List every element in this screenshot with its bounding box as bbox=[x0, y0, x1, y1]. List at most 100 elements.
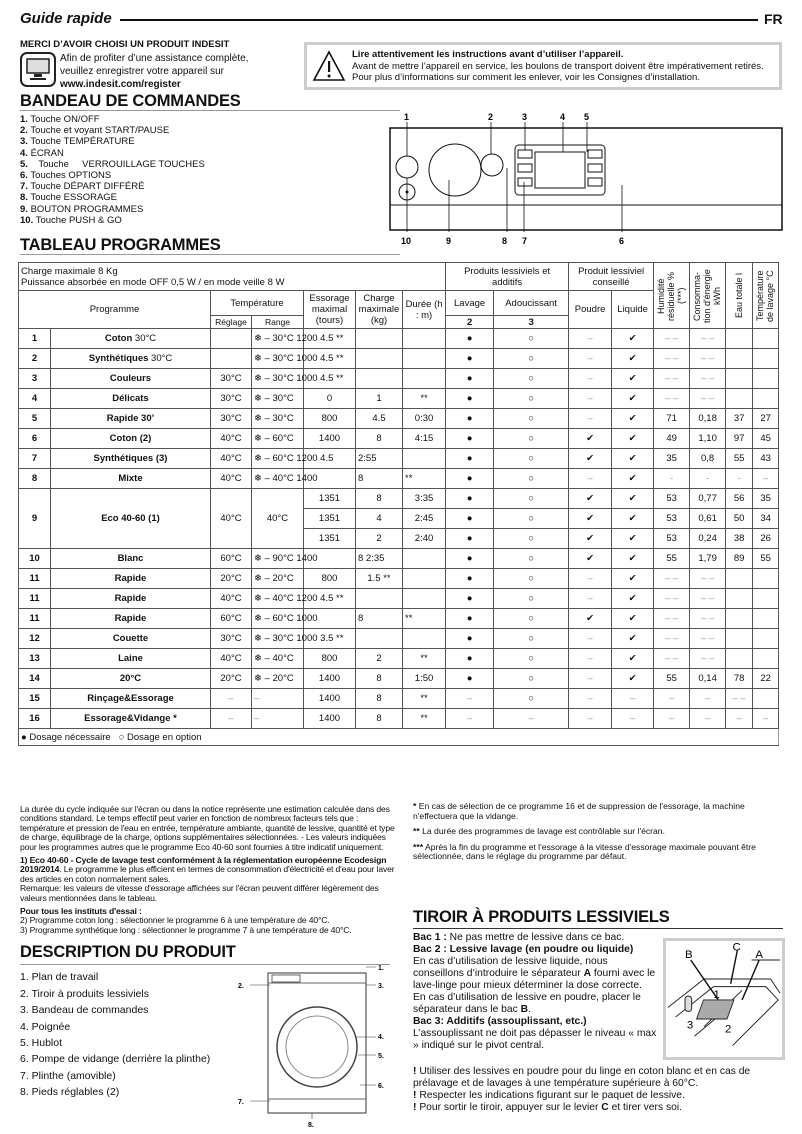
cell-conso: 0,77 bbox=[689, 488, 727, 509]
header-range: Range bbox=[251, 315, 304, 329]
item-label: Touche DÉPART DIFFÉRÉ bbox=[30, 181, 145, 193]
machine-label-8: 8. bbox=[308, 1122, 314, 1129]
tiroir-warning: Pour sortir le tiroir, appuyer sur le le… bbox=[419, 1102, 602, 1113]
cell-liquide: ✔ bbox=[611, 448, 655, 469]
program-number: 13 bbox=[18, 648, 51, 669]
item-number: 5. bbox=[20, 158, 28, 170]
cell-conso: - bbox=[689, 468, 727, 489]
temp-reglage bbox=[210, 348, 252, 369]
cell-adouc: ○ bbox=[493, 348, 570, 369]
cell-hum: – – bbox=[653, 628, 691, 649]
footnote-mark: * bbox=[413, 801, 417, 811]
cell-liquide: ✔ bbox=[611, 408, 655, 429]
program-number: 1 bbox=[18, 328, 51, 349]
program-name: Rapide bbox=[50, 568, 211, 589]
bandeau-item: 3. Touche TEMPÉRATURE bbox=[20, 136, 205, 147]
cell-liquide: ✔ bbox=[611, 668, 655, 689]
program-name: Blanc bbox=[50, 548, 211, 569]
cell-eau bbox=[725, 348, 754, 369]
program-name: Synthétiques 30°C bbox=[50, 348, 211, 369]
cell-liquide: ✔ bbox=[611, 468, 655, 489]
cell-poudre: ✔ bbox=[568, 448, 613, 469]
cell-liquide: ✔ bbox=[611, 508, 655, 529]
cell-adouc: ○ bbox=[493, 648, 570, 669]
cell-hum: – – bbox=[653, 368, 691, 389]
cell-hum: 55 bbox=[653, 548, 691, 569]
cell-poudre: ✔ bbox=[568, 548, 613, 569]
cell-lavage: – bbox=[445, 708, 495, 729]
table-row: 10 Blanc 60°C ❄ – 90°C 1400 8 2:35 ● ○ ✔ ✔ 55 1,79… bbox=[18, 548, 780, 569]
temp-range: – bbox=[251, 708, 304, 729]
empty-dot-icon: ○ bbox=[118, 731, 125, 743]
cell-eau: 50 bbox=[725, 508, 754, 529]
temp-range: ❄ – 90°C 1400 bbox=[251, 548, 318, 569]
cell-eau bbox=[725, 648, 754, 669]
cell-charge bbox=[355, 328, 403, 349]
cell-lavage: ● bbox=[445, 368, 495, 389]
cell-essorage: 1400 bbox=[303, 708, 356, 729]
program-name: Eco 40-60 (1) bbox=[50, 488, 211, 549]
temp-range: ❄ – 30°C 1000 3.5 ** bbox=[251, 628, 343, 649]
cell-conso: 1,79 bbox=[689, 548, 727, 569]
table-row: 12 Couette 30°C ❄ – 30°C 1000 3.5 ** ● ○ – ✔ – –… bbox=[18, 628, 780, 649]
bandeau-heading: BANDEAU DE COMMANDES bbox=[20, 92, 241, 110]
cell-charge: 4.5 bbox=[355, 408, 403, 429]
temp-reglage: 40°C bbox=[210, 448, 252, 469]
cell-temp: – bbox=[752, 708, 780, 729]
cell-adouc: ○ bbox=[493, 688, 570, 709]
tiroir-warning: et tirer vers soi. bbox=[608, 1102, 682, 1113]
bac3-text: L’assouplissant ne doit pas dépasser le … bbox=[413, 1028, 657, 1051]
cell-lavage: ● bbox=[445, 428, 495, 449]
cell-temp: 22 bbox=[752, 668, 780, 689]
program-number: 5 bbox=[18, 408, 51, 429]
cell-hum: – – bbox=[653, 388, 691, 409]
table-row: 15 Rinçage&Essorage – –1400 8 ** – ○ – – – – – – bbox=[18, 688, 780, 709]
cell-liquide: ✔ bbox=[611, 348, 655, 369]
cell-adouc: ○ bbox=[493, 628, 570, 649]
program-name: Rapide 30’ bbox=[50, 408, 211, 429]
header-conseille: Produit lessiviel conseillé bbox=[568, 262, 655, 291]
cell-poudre: – bbox=[568, 688, 613, 709]
description-item: 2. Tiroir à produits lessiviels bbox=[20, 987, 149, 1000]
cell-poudre: – bbox=[568, 388, 613, 409]
cell-lavage: ● bbox=[445, 388, 495, 409]
cell-poudre: – bbox=[568, 668, 613, 689]
cell-adouc: ○ bbox=[493, 488, 570, 509]
temp-reglage: – bbox=[210, 688, 252, 709]
item-label: ÉCRAN bbox=[30, 147, 64, 159]
washing-machine-diagram: 1. 2. 3. 4. 5. 6. 7. 8. bbox=[238, 965, 384, 1129]
cell-temp bbox=[752, 648, 780, 669]
program-number: 14 bbox=[18, 668, 51, 689]
item-number: 7. bbox=[20, 181, 28, 193]
cell-temp: – bbox=[752, 468, 780, 489]
exclamation-icon: ! bbox=[413, 1102, 417, 1113]
register-link[interactable]: www.indesit.com/register bbox=[60, 79, 181, 90]
bandeau-item: 8. Touche ESSORAGE bbox=[20, 192, 205, 203]
table-row: 13 Laine 40°C ❄ – 40°C 800 2 ** ● ○ – ✔ – – – – bbox=[18, 648, 780, 669]
footnote-mark: *** bbox=[413, 841, 424, 852]
cell-adouc: ○ bbox=[493, 328, 570, 349]
cell-poudre: – bbox=[568, 708, 613, 729]
machine-label-4: 4. bbox=[378, 1034, 384, 1041]
drawer-label-a: A bbox=[755, 949, 763, 961]
cell-conso: – – bbox=[689, 368, 727, 389]
cell-eau bbox=[725, 368, 754, 389]
cell-poudre: – bbox=[568, 568, 613, 589]
item-label: Touche et voyant START/PAUSE bbox=[30, 125, 170, 137]
temp-range: ❄ – 40°C 1400 bbox=[251, 468, 318, 489]
footnote-text: Après la fin du programme et l'essorage … bbox=[413, 841, 756, 862]
bac-b: B bbox=[520, 1004, 529, 1015]
bandeau-item: 6. Touches OPTIONS bbox=[20, 170, 205, 181]
program-name: Synthétiques (3) bbox=[50, 448, 211, 469]
panel-label-1: 1 bbox=[404, 112, 409, 122]
temp-reglage: 20°C bbox=[210, 668, 252, 689]
cell-temp bbox=[752, 568, 780, 589]
temp-range: ❄ – 30°C 1200 4.5 ** bbox=[251, 328, 343, 349]
temp-reglage: – bbox=[210, 708, 252, 729]
program-number: 8 bbox=[18, 468, 51, 489]
cell-lavage: – bbox=[445, 688, 495, 709]
cell-essorage: 800 bbox=[303, 408, 356, 429]
cell-liquide: ✔ bbox=[611, 368, 655, 389]
temp-range: ❄ – 20°C bbox=[251, 668, 304, 689]
welcome-line: Afin de profiter d’une assistance complè… bbox=[60, 53, 249, 64]
